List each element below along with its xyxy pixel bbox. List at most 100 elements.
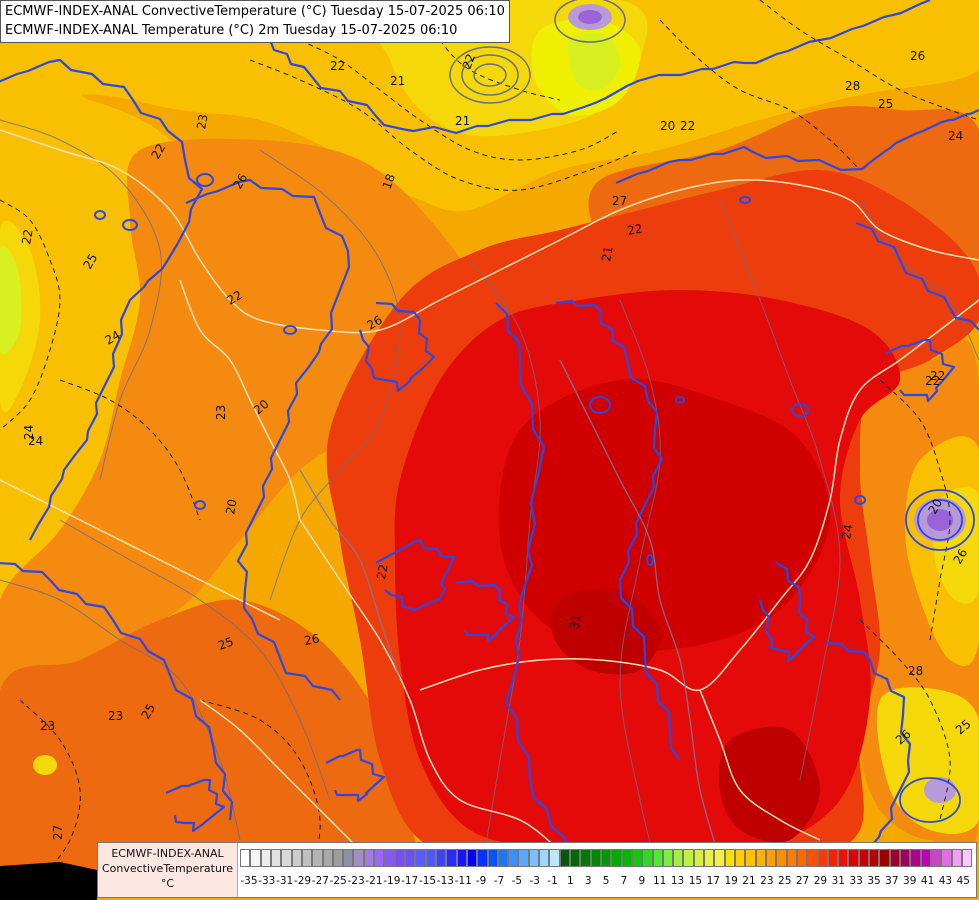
legend-tick-label: 31: [831, 875, 845, 887]
color-legend: ECMWF-INDEX-ANAL ConvectiveTemperature °…: [97, 842, 977, 898]
legend-tick-label: -21: [365, 875, 383, 887]
legend-tick-label: 19: [724, 875, 738, 887]
legend-swatch: [900, 849, 911, 867]
isotherm-line: [885, 338, 956, 403]
legend-tick-label: 5: [602, 875, 610, 887]
legend-swatch: [343, 849, 354, 867]
temperature-contour: [719, 199, 841, 781]
convective-temp-contour: [19, 699, 81, 881]
legend-swatch: [755, 849, 766, 867]
legend-tick-label: 17: [706, 875, 720, 887]
legend-swatch: [549, 849, 560, 867]
contour-label: 26: [910, 49, 925, 63]
isotherm-line: [358, 301, 436, 393]
legend-swatch: [786, 849, 797, 867]
legend-tick-label: -31: [276, 875, 294, 887]
contour-label: 22: [148, 141, 168, 161]
river: [299, 469, 401, 681]
legend-swatch: [869, 849, 880, 867]
temperature-contour: [469, 259, 541, 881]
country-border: [0, 479, 281, 621]
legend-swatch: [735, 849, 746, 867]
legend-swatch: [714, 849, 725, 867]
legend-swatch: [301, 849, 313, 867]
field-southeast-lavender-2: [924, 777, 956, 803]
contour-label: 22: [19, 228, 35, 245]
legend-swatch: [951, 849, 962, 867]
field-orange-southwest: [0, 599, 416, 894]
legend-tick-label: 25: [778, 875, 792, 887]
pressure-ring-blue: [905, 489, 975, 551]
isotherm-line: [615, 108, 979, 185]
legend-swatch: [745, 849, 756, 867]
convective-temp-contour: [259, 19, 621, 161]
legend-tick-label: 15: [688, 875, 703, 887]
legend-swatch: [559, 849, 570, 867]
isotherm-line: [495, 302, 601, 881]
pressure-ring: [461, 54, 519, 96]
legend-swatch: [796, 849, 808, 867]
contour-label: 24: [103, 328, 123, 348]
isotherm-line: [555, 299, 681, 761]
country-border: [0, 129, 979, 334]
legend-swatch: [961, 849, 973, 867]
contour-label: 23: [214, 405, 228, 420]
legend-swatch: [353, 849, 364, 867]
legend-swatch: [466, 849, 478, 867]
contour-label: 31: [567, 613, 583, 630]
legend-tick-label: -5: [511, 875, 523, 887]
legend-swatch: [240, 849, 251, 867]
convective-temp-contour: [249, 59, 641, 191]
legend-swatch: [807, 849, 818, 867]
legend-swatch: [930, 849, 942, 867]
contour-label: 26: [303, 632, 320, 648]
legend-tick-label: 23: [760, 875, 774, 887]
legend-swatch: [838, 849, 849, 867]
isotherm-line: [758, 562, 816, 663]
legend-swatch: [570, 849, 581, 867]
isotherm-line: [455, 579, 516, 643]
convective-temp-contour: [859, 619, 951, 821]
contour-label: 20: [925, 496, 945, 516]
contour-label: 25: [216, 634, 235, 652]
legend-tick-label: -7: [493, 875, 505, 887]
convective-temp-contour: [0, 199, 61, 431]
country-border: [299, 519, 601, 881]
isotherm-line: [375, 538, 456, 612]
contour-label: 24: [28, 434, 43, 448]
isotherm-loop: [675, 396, 685, 404]
contour-label: 18: [380, 172, 398, 191]
legend-swatch: [889, 849, 900, 867]
legend-swatch: [848, 849, 859, 867]
isotherm-line: [165, 778, 226, 833]
field-red-core-2: [719, 726, 820, 843]
isotherm-loop: [196, 173, 214, 187]
contour-label: 21: [390, 74, 405, 88]
legend-tick-label: -11: [454, 875, 472, 887]
contour-label: 26: [950, 546, 970, 566]
country-border: [419, 299, 979, 692]
pressure-ring: [473, 63, 507, 87]
contour-label: 21: [599, 245, 615, 262]
temperature-contour: [259, 149, 401, 601]
legend-tick-label: 21: [742, 875, 756, 887]
legend-swatch: [363, 849, 375, 867]
isotherm-loop: [94, 210, 106, 220]
legend-tick-label: 13: [670, 875, 685, 887]
legend-swatch: [281, 849, 292, 867]
legend-tick-label: 43: [938, 875, 953, 887]
legend-swatch: [580, 849, 591, 867]
legend-tick-label: 3: [584, 875, 592, 887]
isotherm-line: [0, 58, 204, 541]
legend-swatch: [322, 849, 333, 867]
legend-swatch: [600, 849, 612, 867]
isotherm-line: [825, 641, 912, 861]
isotherm-loop: [739, 196, 751, 204]
legend-swatch: [662, 849, 674, 867]
contour-label: 26: [230, 171, 250, 191]
legend-tick-label: -23: [347, 875, 365, 887]
pressure-ring-blue: [899, 777, 961, 823]
legend-swatch: [621, 849, 632, 867]
isotherm-line: [855, 221, 979, 331]
